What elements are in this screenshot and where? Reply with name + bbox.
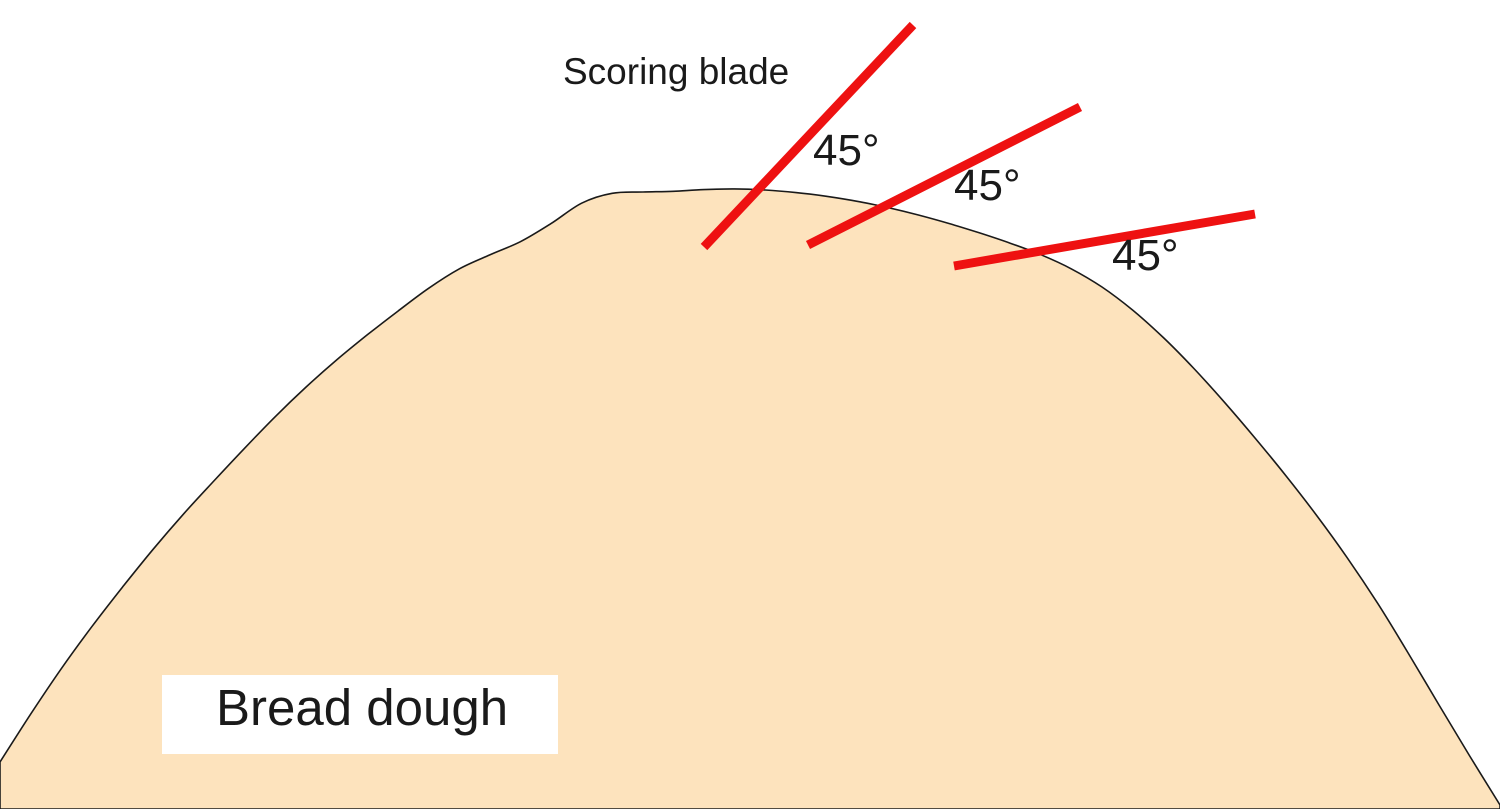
svg-text:45°: 45°: [954, 161, 1021, 210]
svg-text:Scoring blade: Scoring blade: [563, 51, 789, 92]
svg-text:45°: 45°: [813, 126, 880, 175]
svg-text:45°: 45°: [1112, 231, 1179, 280]
svg-text:Bread dough: Bread dough: [216, 679, 508, 736]
